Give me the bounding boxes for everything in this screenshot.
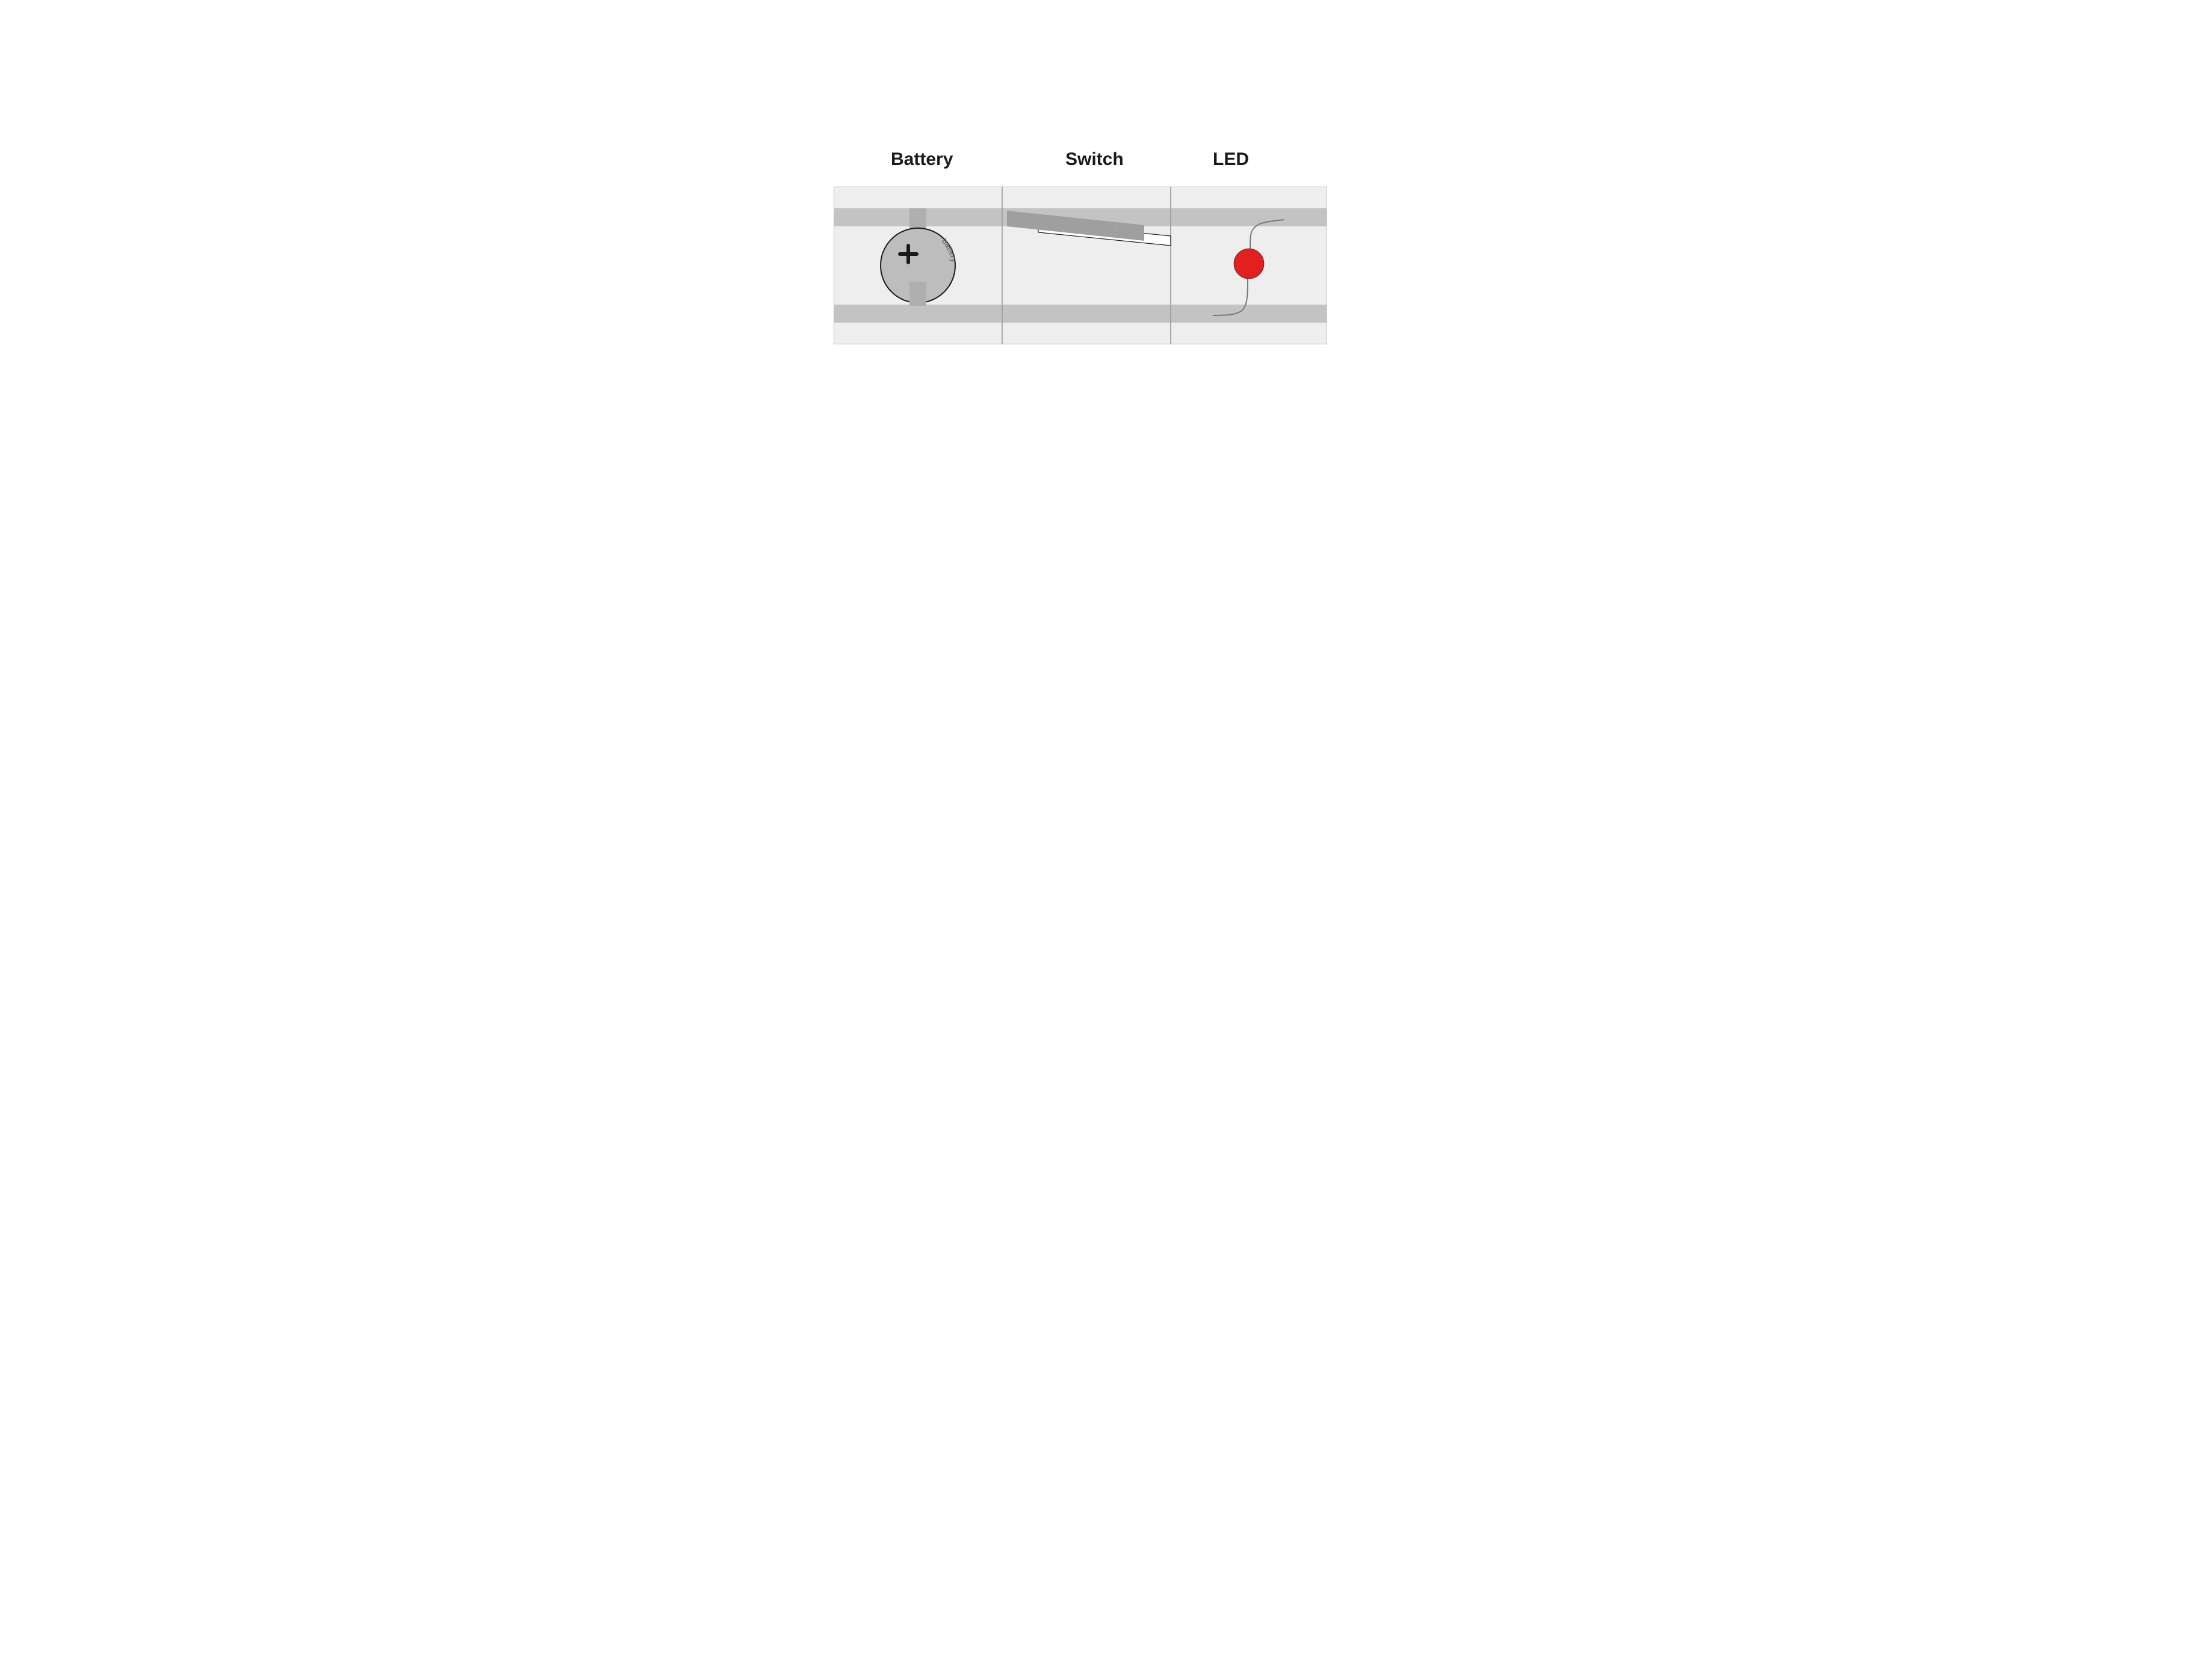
led-pad-bottom [1207,305,1268,323]
led-bulb [1234,249,1264,279]
label-switch: Switch [1065,149,1124,170]
labels-row: Battery Switch LED [737,149,1475,173]
battery-tab-bottom [909,282,926,306]
label-led: LED [1213,149,1249,170]
strip-svg: battery [834,187,1327,344]
panel-strip: battery [834,187,1327,344]
diagram-page: Battery Switch LED [737,0,1475,553]
label-battery: Battery [891,149,953,170]
led-pad-top [1236,208,1297,226]
